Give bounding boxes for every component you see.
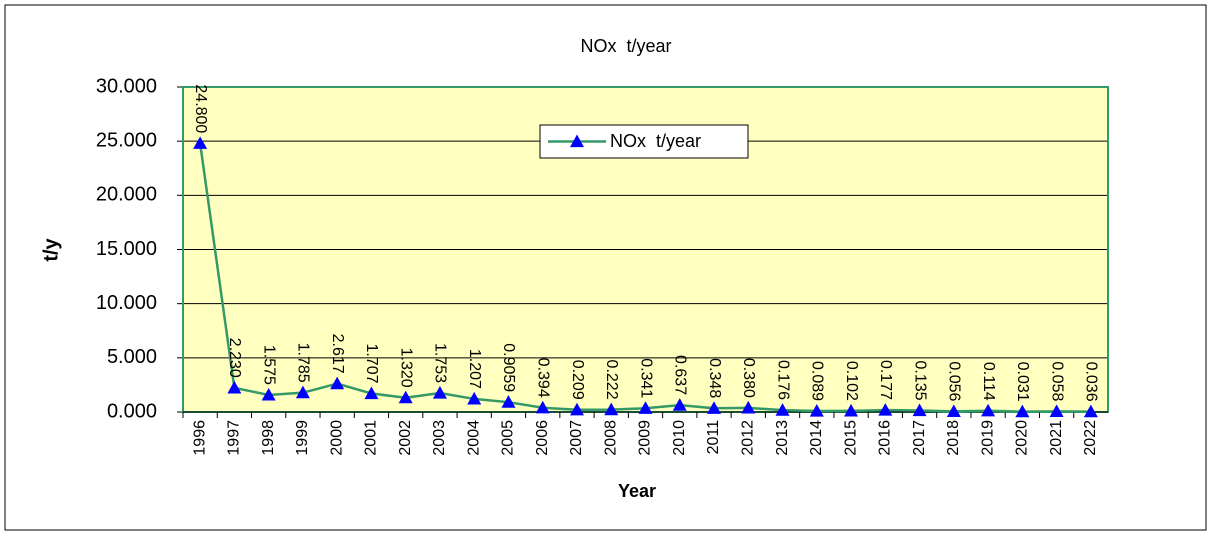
data-label: 0.9059 xyxy=(500,343,517,392)
x-tick-label: 2010 xyxy=(671,420,688,456)
y-tick-label: 15.000 xyxy=(96,238,157,260)
chart-title: NOx t/year xyxy=(580,36,671,56)
y-tick-label: 20.000 xyxy=(96,184,157,206)
data-label: 1.753 xyxy=(432,343,449,383)
data-label: 0.209 xyxy=(569,360,586,400)
data-marker xyxy=(981,403,996,417)
data-label: 0.380 xyxy=(740,358,757,398)
data-marker xyxy=(432,386,447,399)
x-tick-label: 2007 xyxy=(568,420,585,456)
data-label: 0.176 xyxy=(774,360,791,400)
data-label: 0.031 xyxy=(1014,362,1031,402)
x-tick-label: 2000 xyxy=(328,420,345,456)
x-tick-label: 1997 xyxy=(226,420,243,456)
x-tick-label: 2022 xyxy=(1082,420,1099,456)
x-tick-label: 2020 xyxy=(1014,420,1031,456)
data-label: 24.800 xyxy=(192,84,209,133)
data-label: 1.575 xyxy=(260,345,277,385)
x-tick-label: 2008 xyxy=(602,420,619,456)
data-label: 0.089 xyxy=(809,361,826,401)
x-tick-label: 2012 xyxy=(739,420,756,456)
y-axis-title: t/y xyxy=(40,237,62,261)
data-marker xyxy=(844,403,859,417)
x-tick-label: 2019 xyxy=(979,420,996,456)
data-marker xyxy=(535,400,550,414)
data-label: 2.230 xyxy=(226,338,243,378)
data-label: 1.207 xyxy=(466,349,483,389)
data-label: 0.394 xyxy=(534,358,551,398)
legend-marker xyxy=(570,134,584,148)
data-label: 1.320 xyxy=(397,348,414,388)
data-label: 0.222 xyxy=(603,360,620,400)
data-marker xyxy=(193,136,208,149)
data-marker xyxy=(912,403,927,417)
data-marker xyxy=(398,390,413,404)
data-marker xyxy=(878,403,893,416)
x-tick-label: 2013 xyxy=(774,420,791,456)
data-label: 0.341 xyxy=(637,358,654,398)
x-tick-label: 2015 xyxy=(842,420,859,456)
x-tick-label: 2014 xyxy=(808,420,825,456)
x-tick-label: 2017 xyxy=(911,420,928,456)
x-tick-label: 2001 xyxy=(363,420,380,456)
x-tick-label: 2005 xyxy=(500,420,517,456)
x-tick-label: 2021 xyxy=(1048,420,1065,456)
data-marker xyxy=(741,400,756,414)
data-marker xyxy=(707,401,722,414)
data-marker xyxy=(330,376,345,390)
data-marker xyxy=(638,401,653,414)
x-tick-label: 2003 xyxy=(431,420,448,456)
data-marker xyxy=(569,402,584,416)
data-marker xyxy=(1083,404,1098,418)
data-label: 2.617 xyxy=(329,334,346,374)
x-tick-label: 2004 xyxy=(465,420,482,456)
legend-label: NOx t/year xyxy=(610,131,701,151)
data-label: 0.036 xyxy=(1083,362,1100,402)
data-marker xyxy=(261,387,276,401)
y-tick-label: 0.000 xyxy=(107,400,157,422)
data-label: 0.102 xyxy=(843,361,860,401)
data-marker xyxy=(809,404,824,417)
data-marker xyxy=(604,402,619,416)
x-axis-title: Year xyxy=(618,481,656,501)
data-label: 1.785 xyxy=(295,343,312,383)
x-tick-label: 2018 xyxy=(945,420,962,456)
x-tick-label: 2009 xyxy=(637,420,654,456)
y-tick-label: 5.000 xyxy=(107,346,157,368)
x-tick-label: 1996 xyxy=(191,420,208,456)
data-marker xyxy=(775,403,790,416)
data-label: 0.177 xyxy=(877,360,894,400)
data-label: 0.637 xyxy=(672,355,689,395)
y-tick-label: 25.000 xyxy=(96,129,157,151)
data-marker xyxy=(946,404,961,417)
data-label: 0.348 xyxy=(706,358,723,398)
data-label: 1.707 xyxy=(363,343,380,383)
data-label: 0.114 xyxy=(980,362,997,401)
data-label: 0.056 xyxy=(946,361,963,401)
data-marker xyxy=(295,385,310,399)
data-marker xyxy=(501,395,516,408)
data-label: 0.058 xyxy=(1048,361,1065,401)
data-marker xyxy=(1015,404,1030,418)
x-tick-label: 2002 xyxy=(397,420,414,456)
x-tick-label: 1999 xyxy=(294,420,311,456)
data-marker xyxy=(364,386,379,400)
y-tick-label: 30.000 xyxy=(96,75,157,97)
y-tick-label: 10.000 xyxy=(96,292,157,314)
data-marker xyxy=(1049,404,1064,417)
x-tick-label: 2016 xyxy=(877,420,894,456)
data-label: 0.135 xyxy=(911,360,928,400)
x-tick-label: 2006 xyxy=(534,420,551,456)
x-tick-label: 2011 xyxy=(705,420,722,455)
data-marker xyxy=(227,380,242,394)
data-marker xyxy=(467,391,482,405)
data-marker xyxy=(672,398,687,411)
x-tick-label: 1998 xyxy=(260,420,277,456)
